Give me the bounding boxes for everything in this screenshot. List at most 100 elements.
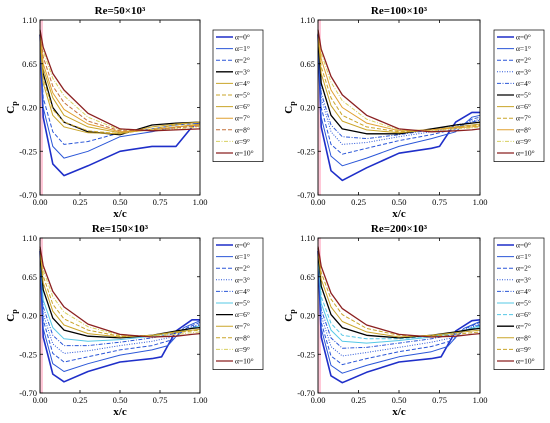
series-line-7 xyxy=(317,248,481,339)
x-tick-label: 1.00 xyxy=(473,197,488,207)
legend-label: α=5° xyxy=(516,91,531,100)
chart-title: Re=200×10³ xyxy=(371,223,428,235)
legend-label: α=9° xyxy=(235,345,250,354)
legend-label: α=8° xyxy=(235,125,250,134)
legend-label: α=7° xyxy=(235,322,250,331)
legend-label: α=2° xyxy=(235,56,250,65)
series-line-0 xyxy=(39,250,200,383)
legend-label: α=0° xyxy=(235,33,250,42)
series-line-5 xyxy=(39,250,201,342)
series-line-8 xyxy=(39,30,201,132)
y-axis-label-sub: p xyxy=(10,101,19,106)
series-line-2 xyxy=(39,250,201,363)
legend-label: α=10° xyxy=(516,149,535,158)
series-line-9 xyxy=(39,246,201,337)
x-axis-label: x/c xyxy=(392,406,406,418)
x-tick-label: 1.00 xyxy=(473,395,488,405)
plot-frame xyxy=(39,237,201,394)
x-tick-label: 0.50 xyxy=(392,395,407,405)
legend-label: α=9° xyxy=(235,137,250,146)
series-line-6 xyxy=(39,249,201,339)
legend: α=0° α=1° α=2° α=3° α=4° α=5° α=6° α=7° α=8° α=9°… xyxy=(212,237,264,370)
y-tick-label: -0.25 xyxy=(19,349,37,359)
x-tick-label: 0.25 xyxy=(73,197,88,207)
series-line-0 xyxy=(39,34,201,177)
series-line-5 xyxy=(317,33,481,135)
legend-label: α=9° xyxy=(516,345,531,354)
x-tick-label: 1.00 xyxy=(193,197,208,207)
y-axis-label-sub: p xyxy=(10,309,19,314)
series-line-1 xyxy=(39,250,201,372)
y-tick-label: 0.65 xyxy=(300,59,315,69)
y-tick-label: 1.10 xyxy=(300,233,315,243)
x-axis-label: x/c xyxy=(113,208,127,220)
legend: α=0° α=1° α=2° α=3° α=4° α=5° α=6° α=7° α=8° α=9°… xyxy=(212,29,264,162)
x-tick-label: 0.75 xyxy=(153,197,168,207)
legend-label: α=3° xyxy=(516,275,531,284)
x-tick-label: 0.50 xyxy=(113,197,128,207)
y-tick-label: 0.65 xyxy=(22,59,37,69)
legend-label: α=4° xyxy=(235,287,250,296)
y-tick-label: -0.25 xyxy=(19,146,37,156)
chart-panel-4: Re=200×10³ 1.10 0.65 0.20 -0.25 -0.700.00 0.25… xyxy=(283,223,545,418)
plot-frame xyxy=(317,237,481,394)
legend-label: α=0° xyxy=(516,241,531,250)
chart-title: Re=100×10³ xyxy=(371,5,428,17)
y-tick-label: -0.70 xyxy=(19,190,37,200)
legend-label: α=6° xyxy=(516,310,531,319)
series-line-1 xyxy=(317,250,481,374)
y-tick-label: 0.65 xyxy=(22,272,37,282)
y-axis-label-main: C xyxy=(5,314,17,322)
series-line-2 xyxy=(39,34,201,145)
legend-label: α=0° xyxy=(235,241,250,250)
legend: α=0° α=1° α=2° α=3° α=4° α=5° α=6° α=7° α=8° α=9°… xyxy=(493,29,545,162)
legend-label: α=1° xyxy=(235,44,250,53)
series-line-0 xyxy=(317,34,480,182)
chart-title: Re=50×10³ xyxy=(95,5,146,17)
y-tick-label: 0.20 xyxy=(22,103,37,113)
legend-label: α=3° xyxy=(235,275,250,284)
x-tick-label: 0.25 xyxy=(351,395,366,405)
x-tick-label: 0.50 xyxy=(113,395,128,405)
x-axis-label: x/c xyxy=(113,406,127,418)
x-tick-label: 0.00 xyxy=(33,197,48,207)
series-line-7 xyxy=(39,248,201,338)
series-line-2 xyxy=(317,34,481,155)
y-tick-label: 0.20 xyxy=(22,311,37,321)
legend-label: α=7° xyxy=(516,114,531,123)
series-line-5 xyxy=(39,33,201,135)
y-axis-label-sub: p xyxy=(288,309,297,314)
y-tick-label: -0.25 xyxy=(297,146,315,156)
legend-label: α=10° xyxy=(235,149,254,158)
series-line-3 xyxy=(317,34,481,145)
y-tick-label: 1.10 xyxy=(22,233,37,243)
y-tick-label: 0.65 xyxy=(300,272,315,282)
series-line-10 xyxy=(317,246,481,338)
legend-label: α=2° xyxy=(516,264,531,273)
chart-panel-1: Re=50×10³ 1.10 0.65 0.20 -0.25 -0.700.00 0.25 0… xyxy=(5,5,264,220)
series-line-7 xyxy=(39,31,201,133)
series-line-9 xyxy=(39,29,201,131)
legend-label: α=9° xyxy=(516,137,531,146)
series-line-9 xyxy=(317,246,481,337)
chart-panel-3: Re=150×10³ 1.10 0.65 0.20 -0.25 -0.700.00 0.25… xyxy=(5,223,264,418)
x-tick-label: 0.25 xyxy=(73,395,88,405)
legend-label: α=2° xyxy=(235,264,250,273)
y-tick-label: -0.70 xyxy=(297,190,315,200)
legend-box xyxy=(493,29,545,162)
legend-label: α=2° xyxy=(516,56,531,65)
series-line-7 xyxy=(317,31,481,133)
y-axis-label: Cp xyxy=(5,309,19,322)
legend-label: α=10° xyxy=(516,357,535,366)
y-axis-label: Cp xyxy=(5,101,19,114)
x-tick-label: 1.00 xyxy=(193,395,208,405)
x-axis-label: x/c xyxy=(392,208,406,220)
y-axis-label: Cp xyxy=(283,101,297,114)
x-tick-label: 0.00 xyxy=(33,395,48,405)
y-axis-label-main: C xyxy=(283,106,295,114)
legend-label: α=6° xyxy=(235,102,250,111)
legend-label: α=5° xyxy=(235,91,250,100)
y-tick-label: -0.70 xyxy=(19,388,37,398)
legend-label: α=1° xyxy=(516,44,531,53)
